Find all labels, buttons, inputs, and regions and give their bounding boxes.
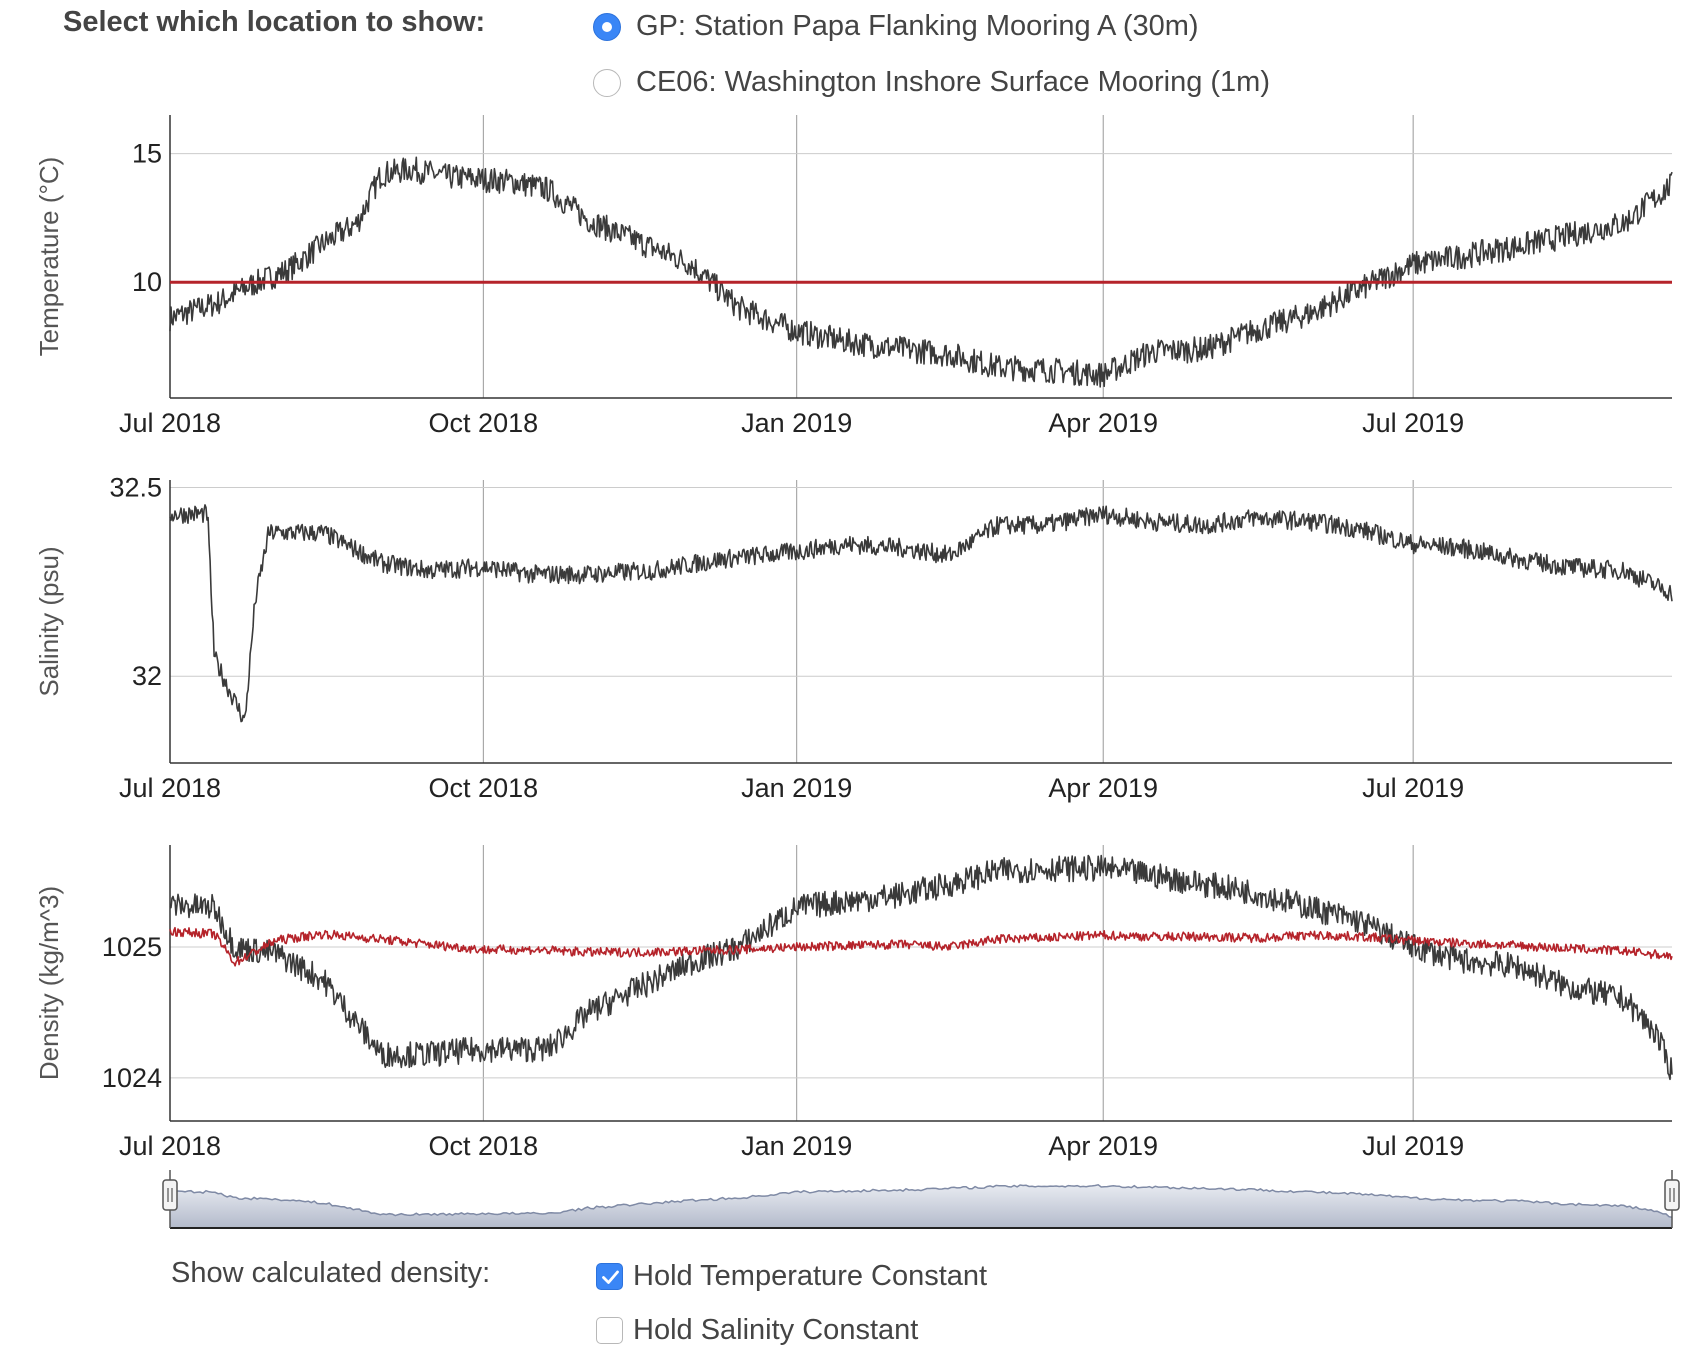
y-tick-label: 1025	[102, 932, 162, 962]
x-tick-label: Jul 2019	[1362, 773, 1464, 803]
handle-grip	[1664, 1179, 1680, 1211]
observed-series-line	[169, 156, 1673, 388]
location-option-label: GP: Station Papa Flanking Mooring A (30m…	[636, 10, 1199, 42]
hold-salinity-option[interactable]: Hold Salinity Constant	[596, 1314, 918, 1347]
x-tick-label: Oct 2018	[429, 773, 539, 803]
navigator-left-handle[interactable]	[162, 1179, 178, 1211]
range-navigator	[162, 1170, 1680, 1229]
x-tick-label: Oct 2018	[429, 408, 539, 438]
checkbox-unchecked-icon[interactable]	[596, 1317, 623, 1344]
y-tick-label: 15	[132, 139, 162, 169]
x-tick-label: Apr 2019	[1048, 1131, 1158, 1161]
x-tick-label: Jul 2018	[119, 773, 221, 803]
x-tick-label: Jan 2019	[741, 1131, 852, 1161]
salinity-chart: Jul 2018 Oct 2018 Jan 2019 Apr 2019 Jul 2019…	[34, 473, 1673, 803]
x-tick-label: Jul 2018	[119, 1131, 221, 1161]
radio-selected-icon[interactable]	[593, 12, 621, 41]
y-tick-label: 32.5	[109, 473, 162, 503]
navigator-right-handle[interactable]	[1664, 1179, 1680, 1211]
y-axis-title: Density (kg/m^3)	[34, 886, 64, 1080]
location-option-label: CE06: Washington Inshore Surface Mooring…	[636, 66, 1270, 98]
location-option-gp[interactable]: GP: Station Papa Flanking Mooring A (30m…	[593, 10, 1199, 43]
y-tick-label: 1024	[102, 1063, 162, 1093]
x-tick-label: Apr 2019	[1048, 773, 1158, 803]
temperature-chart: Jul 2018 Oct 2018 Jan 2019 Apr 2019 Jul 2019…	[34, 115, 1673, 438]
calculated-density-line	[169, 926, 1673, 967]
y-axis-title: Salinity (psu)	[34, 546, 64, 696]
observed-series-line	[169, 854, 1673, 1081]
checkbox-checked-icon[interactable]	[596, 1263, 623, 1290]
x-tick-label: Jul 2019	[1362, 1131, 1464, 1161]
navigator-line	[169, 1183, 1673, 1218]
density-heading: Show calculated density:	[171, 1257, 491, 1289]
x-tick-label: Jan 2019	[741, 773, 852, 803]
x-tick-label: Apr 2019	[1048, 408, 1158, 438]
location-option-ce06[interactable]: CE06: Washington Inshore Surface Mooring…	[593, 66, 1270, 99]
x-tick-label: Jan 2019	[741, 408, 852, 438]
observed-series-line	[169, 504, 1673, 723]
navigator-area	[170, 1184, 1672, 1228]
x-tick-label: Oct 2018	[429, 1131, 539, 1161]
y-tick-label: 32	[132, 661, 162, 691]
handle-grip	[162, 1179, 178, 1211]
hold-temperature-label: Hold Temperature Constant	[633, 1260, 988, 1292]
charts-panel: Jul 2018 Oct 2018 Jan 2019 Apr 2019 Jul 2019…	[34, 115, 1680, 1229]
hold-temperature-option[interactable]: Hold Temperature Constant	[596, 1260, 987, 1293]
hold-salinity-label: Hold Salinity Constant	[633, 1314, 919, 1346]
radio-unselected-icon[interactable]	[593, 68, 621, 97]
x-tick-label: Jul 2019	[1362, 408, 1464, 438]
location-heading: Select which location to show:	[63, 6, 486, 38]
y-tick-label: 10	[132, 267, 162, 297]
y-axis-title: Temperature (°C)	[34, 157, 64, 357]
density-chart: Jul 2018 Oct 2018 Jan 2019 Apr 2019 Jul 2019…	[34, 845, 1673, 1161]
x-tick-label: Jul 2018	[119, 408, 221, 438]
